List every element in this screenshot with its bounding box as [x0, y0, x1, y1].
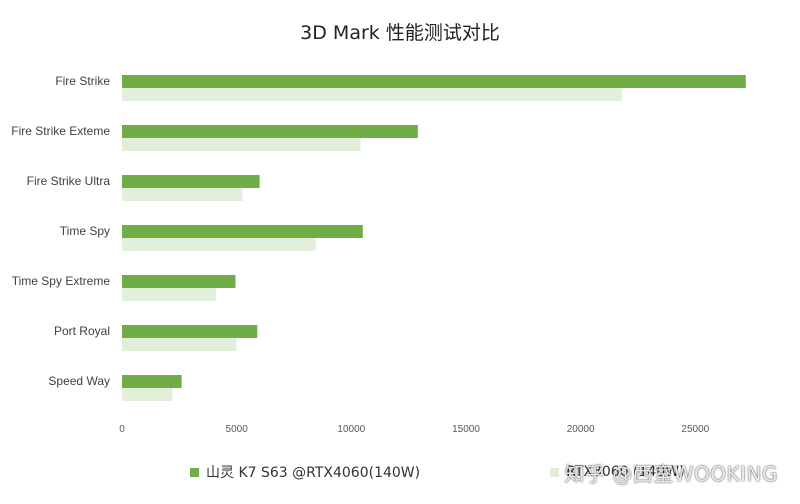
bars-layer — [122, 75, 746, 401]
bar-series-1 — [122, 375, 182, 388]
category-label: Speed Way — [48, 374, 110, 388]
legend-item-series-2: RTX3060 (140W) — [550, 464, 685, 480]
x-tick-label: 10000 — [337, 424, 365, 435]
category-label: Time Spy — [60, 224, 110, 238]
category-label: Fire Strike — [55, 74, 110, 88]
x-tick-label: 5000 — [226, 424, 249, 435]
legend-label-series-2: RTX3060 (140W) — [566, 464, 685, 480]
bar-series-2 — [122, 238, 316, 251]
category-label: Time Spy Extreme — [12, 274, 111, 288]
category-label: Port Royal — [54, 324, 110, 338]
legend-swatch-series-2 — [550, 467, 560, 477]
bar-series-2 — [122, 388, 173, 401]
x-tick-label: 20000 — [567, 424, 595, 435]
category-label: Fire Strike Exteme — [11, 124, 110, 138]
bar-series-1 — [122, 275, 236, 288]
bar-series-2 — [122, 338, 237, 351]
x-tick-label: 25000 — [681, 424, 709, 435]
bar-series-1 — [122, 75, 746, 88]
bar-series-1 — [122, 175, 260, 188]
bar-series-2 — [122, 188, 243, 201]
legend-item-series-1: 山灵 K7 S63 @RTX4060(140W) — [190, 462, 420, 482]
bar-series-2 — [122, 88, 622, 101]
axis-layer: Fire Strike Fire Strike Exteme Fire Strike… — [11, 74, 709, 435]
bar-series-2 — [122, 138, 361, 151]
legend: 山灵 K7 S63 @RTX4060(140W) RTX3060 (140W) — [190, 462, 800, 482]
bar-series-1 — [122, 225, 363, 238]
bar-series-1 — [122, 325, 258, 338]
bar-series-1 — [122, 125, 418, 138]
legend-swatch-series-1 — [190, 467, 199, 477]
category-label: Fire Strike Ultra — [27, 174, 111, 188]
chart-title: 3D Mark 性能测试对比 — [300, 22, 500, 44]
legend-label-series-1: 山灵 K7 S63 @RTX4060(140W) — [206, 465, 421, 481]
x-tick-label: 0 — [119, 424, 125, 435]
bar-series-2 — [122, 288, 217, 301]
x-tick-label: 15000 — [452, 424, 480, 435]
